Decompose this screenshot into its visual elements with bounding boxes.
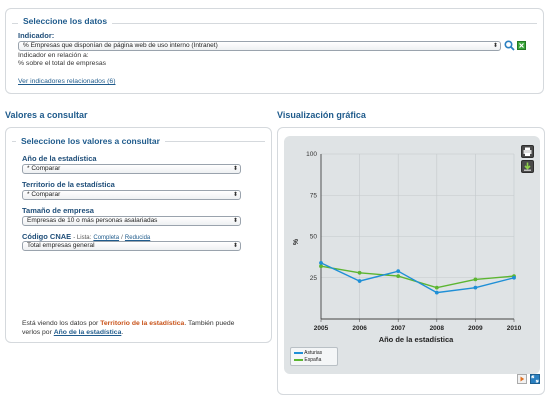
data-point-asturias[interactable] [512,275,516,280]
footer-line-1: Está viendo los datos por Territorio de … [22,320,234,327]
data-point-asturias[interactable] [357,279,362,283]
legend-item-espana: España [294,357,321,364]
download-icon [524,162,531,171]
data-point-asturias[interactable] [434,290,439,295]
select-arrows-icon: ⬍ [232,166,238,172]
select-arrows-icon: ⬍ [232,243,238,249]
data-point-espana[interactable] [434,285,439,290]
print-button[interactable] [521,145,534,158]
territory-select-value: * Comparar [27,191,61,198]
y-axis-label: % [293,238,300,245]
footer-line-2: verlos por Año de la estadística. [22,329,123,336]
legend-label-asturias: Asturias [304,350,323,356]
series-line-asturias [320,262,515,294]
expand-icon[interactable] [530,374,540,384]
y-tick-label: 50 [310,234,318,241]
x-tick-label: 2010 [507,325,522,332]
cnae-complete-link[interactable]: Completa [93,235,120,241]
values-panel [5,127,272,343]
data-point-asturias[interactable] [319,261,323,265]
territory-label: Territorio de la estadística [22,180,115,189]
legend-swatch-asturias [294,351,303,354]
year-select-value: * Comparar [27,165,61,172]
chart-heading: Visualización gráfica [277,110,366,120]
legend-swatch-espana [294,358,303,361]
related-indicators-link[interactable]: Ver indicadores relacionados (6) [18,78,116,85]
select-arrows-icon: ⬍ [232,192,238,198]
company-size-label: Tamaño de empresa [22,206,94,215]
search-icon[interactable] [504,40,515,51]
panel-divider [12,23,537,24]
footer-end: . [121,329,124,336]
chart-legend: Asturias España [290,347,338,366]
data-point-asturias[interactable] [473,285,478,290]
footer-year-link[interactable]: Año de la estadística [53,329,122,336]
footer-text-1: Está viendo los datos por [22,320,99,327]
y-tick-label: 25 [310,275,318,282]
territory-select[interactable]: * Comparar ⬍ [22,190,241,200]
footer-text-2: . También puede [184,320,235,327]
indicator-label: Indicador: [18,31,55,40]
footer-text-3: verlos por [22,329,52,336]
relation-value: % sobre el total de empresas [18,60,107,67]
excel-icon[interactable] [517,41,526,50]
data-selection-legend: Seleccione los datos [18,16,113,26]
select-arrows-icon: ⬍ [492,43,498,49]
y-tick-label: 75 [310,192,318,199]
company-size-select-value: Empresas de 10 o más personas asalariada… [27,217,158,224]
x-tick-label: 2005 [314,325,329,332]
x-tick-label: 2009 [468,325,483,332]
chart-svg: 25 50 75 100 2005 2006 2007 2008 2009 2010 % Año … [293,151,522,344]
chart-area [284,136,540,374]
download-button[interactable] [521,160,534,173]
footer-highlight: Territorio de la estadística [100,320,185,327]
cnae-label: Código CNAE - Lista: Completa / Reducida [22,232,150,241]
cnae-label-text: Código CNAE [22,232,72,241]
year-label: Año de la estadística [22,154,97,163]
data-point-espana[interactable] [473,277,478,282]
year-select[interactable]: * Comparar ⬍ [22,164,241,174]
data-point-espana[interactable] [319,264,323,269]
cnae-list-label: - Lista: [73,235,92,241]
indicator-select[interactable]: % Empresas que disponían de página web d… [18,41,501,51]
x-tick-label: 2007 [391,325,406,332]
relation-label: Indicador en relación a: [18,52,89,59]
data-point-asturias[interactable] [396,269,401,274]
indicator-select-value: % Empresas que disponían de página web d… [23,42,218,49]
cnae-reduced-link[interactable]: Reducida [124,235,151,241]
select-arrows-icon: ⬍ [232,218,238,224]
data-point-espana[interactable] [396,274,401,278]
x-axis-label: Año de la estadística [379,335,454,344]
x-tick-label: 2008 [430,325,445,332]
legend-item-asturias: Asturias [294,350,322,357]
cnae-select[interactable]: Total empresas general ⬍ [22,241,241,251]
print-icon [523,147,532,156]
data-point-espana[interactable] [357,270,362,275]
cnae-separator: / [121,235,123,241]
values-legend: Seleccione los valores a consultar [16,136,165,146]
legend-label-espana: España [304,357,322,363]
cnae-select-value: Total empresas general [27,242,95,249]
play-icon[interactable] [517,374,527,384]
y-tick-label: 100 [306,151,317,158]
x-tick-label: 2006 [352,325,367,332]
company-size-select[interactable]: Empresas de 10 o más personas asalariada… [22,216,241,226]
values-heading: Valores a consultar [5,110,88,120]
